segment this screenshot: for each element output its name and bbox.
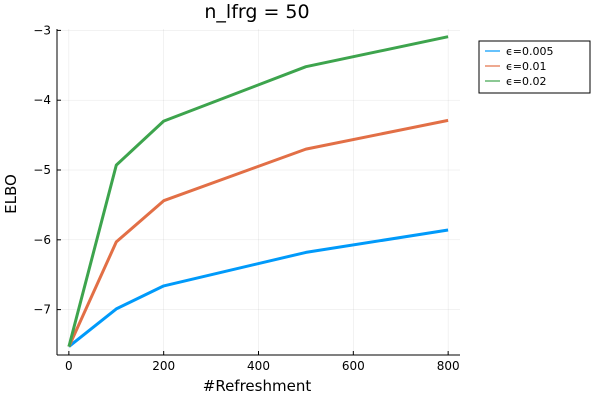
series-group [67,35,449,348]
legend-label: ϵ=0.02 [506,75,546,88]
legend: ϵ=0.005 ϵ=0.01 ϵ=0.02 [478,40,591,94]
series-line-2 [67,118,449,348]
y-tick-label: −3 [33,23,51,37]
series-line-1 [67,228,449,348]
y-axis: −7 −6 −5 −4 −3 [33,23,61,317]
x-tick-label: 200 [152,359,175,373]
legend-label: ϵ=0.005 [506,45,553,58]
x-tick-label: 0 [65,359,73,373]
x-tick-label: 400 [247,359,270,373]
x-axis-title: #Refreshment [203,377,312,395]
legend-label: ϵ=0.01 [506,60,546,73]
x-tick-label: 800 [437,359,460,373]
legend-box [478,40,591,94]
x-tick-label: 600 [342,359,365,373]
series-line-3 [67,35,449,347]
grid [57,29,460,355]
x-axis: 0 200 400 600 800 [65,351,460,373]
chart-title: n_lfrg = 50 [204,1,309,23]
y-axis-title: ELBO [2,174,20,214]
y-tick-label: −6 [33,233,51,247]
y-tick-label: −4 [33,93,51,107]
y-tick-label: −5 [33,163,51,177]
y-tick-label: −7 [33,303,51,317]
